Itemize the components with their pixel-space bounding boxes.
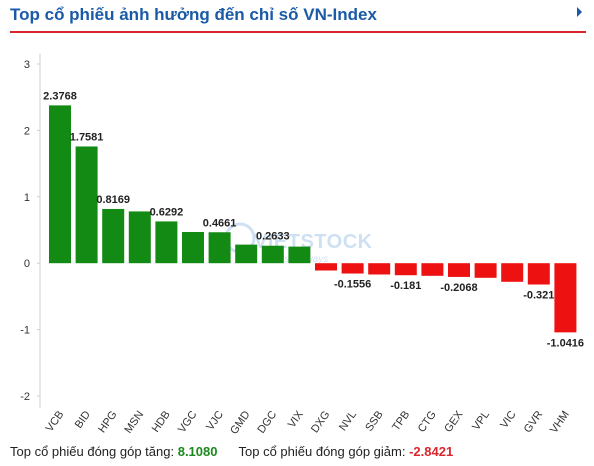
x-tick-label-gex: GEX (442, 408, 466, 434)
data-label-vjc: 0.4661 (203, 217, 237, 229)
data-label-bid: 1.7581 (70, 131, 104, 143)
chart-header: Top cổ phiếu ảnh hưởng đến chỉ số VN-Ind… (0, 0, 594, 32)
data-label-dgc: 0.2633 (256, 231, 290, 243)
x-tick-label-dgc: DGC (255, 409, 279, 436)
bar-dgc[interactable] (261, 245, 284, 264)
x-tick-label-vgc: VGC (176, 409, 200, 435)
x-tick-label-gmd: GMD (228, 409, 253, 437)
bar-gvr[interactable] (527, 263, 550, 285)
y-tick-label: -2 (20, 391, 30, 403)
x-tick-label-tpb: TPB (390, 409, 412, 433)
down-label: Top cổ phiếu đóng góp giảm: (238, 444, 406, 459)
footer-summary: Top cổ phiếu đóng góp tăng: 8.1080 Top c… (10, 444, 453, 459)
bar-vhm[interactable] (554, 263, 577, 333)
x-axis-labels: VCB BID HPG MSN HDB VGC VJC GMD DGC VIX DXG NVL SSB T… (44, 408, 572, 436)
bar-ssb[interactable] (368, 263, 391, 275)
y-tick-label: 3 (24, 59, 30, 71)
x-tick-label-vpl: VPL (470, 409, 492, 433)
bar-hdb[interactable] (155, 221, 178, 264)
header-divider (10, 31, 586, 33)
bar-vix[interactable] (288, 246, 311, 264)
bar-hpg[interactable] (102, 208, 125, 264)
x-tick-label-bid: BID (73, 409, 93, 431)
bar-vpl[interactable] (474, 263, 497, 278)
data-labels: 2.3768 1.7581 0.8169 0.6292 0.4661 0.2633 -0.1… (43, 90, 584, 349)
x-tick-label-vjc: VJC (204, 409, 226, 433)
bar-gmd[interactable] (235, 244, 258, 264)
bar-ctg[interactable] (421, 263, 444, 276)
x-tick-label-vix: VIX (286, 408, 306, 430)
x-tick-label-vcb: VCB (44, 409, 67, 434)
bar-bid[interactable] (75, 146, 98, 264)
bar-vcb[interactable] (49, 105, 71, 264)
down-value: -2.8421 (409, 444, 454, 459)
bar-vjc[interactable] (208, 232, 231, 264)
up-label: Top cổ phiếu đóng góp tăng: (10, 444, 175, 459)
x-tick-label-nvl: NVL (337, 409, 359, 433)
bar-dxg[interactable] (315, 263, 337, 271)
y-tick-label: -1 (20, 325, 30, 337)
axes: -2 -1 0 1 2 3 (20, 54, 41, 408)
x-tick-label-hdb: HDB (150, 409, 173, 435)
bar-msn[interactable] (128, 211, 151, 264)
x-tick-label-vhm: VHM (548, 409, 572, 436)
y-tick-label: 1 (24, 192, 30, 204)
bar-nvl[interactable] (341, 263, 364, 274)
x-tick-label-ssb: SSB (363, 409, 385, 434)
data-label-hpg: 0.8169 (96, 194, 130, 206)
up-value: 8.1080 (177, 444, 218, 459)
bar-vic[interactable] (501, 263, 524, 282)
data-label-vhm: -1.0416 (547, 337, 584, 349)
chevron-right-icon[interactable] (577, 7, 582, 17)
data-label-nvl: -0.1556 (334, 279, 371, 291)
x-tick-label-vic: VIC (498, 409, 518, 431)
x-tick-label-msn: MSN (122, 409, 146, 436)
x-tick-label-ctg: CTG (416, 409, 439, 435)
bar-vgc[interactable] (182, 231, 204, 264)
page-title: Top cổ phiếu ảnh hưởng đến chỉ số VN-Ind… (10, 5, 377, 24)
data-label-gex: -0.2068 (440, 282, 477, 294)
bar-gex[interactable] (448, 263, 470, 277)
y-tick-label: 0 (24, 258, 30, 270)
bars (49, 105, 577, 333)
x-tick-label-dxg: DXG (309, 409, 333, 435)
data-label-gvr: -0.321 (523, 290, 554, 302)
y-tick-label: 2 (24, 125, 30, 137)
bar-tpb[interactable] (394, 263, 417, 276)
data-label-hdb: 0.6292 (150, 206, 184, 218)
x-tick-label-gvr: GVR (522, 409, 546, 435)
data-label-tpb: -0.181 (390, 280, 421, 292)
x-tick-label-hpg: HPG (96, 409, 120, 435)
data-label-vcb: 2.3768 (43, 90, 77, 102)
